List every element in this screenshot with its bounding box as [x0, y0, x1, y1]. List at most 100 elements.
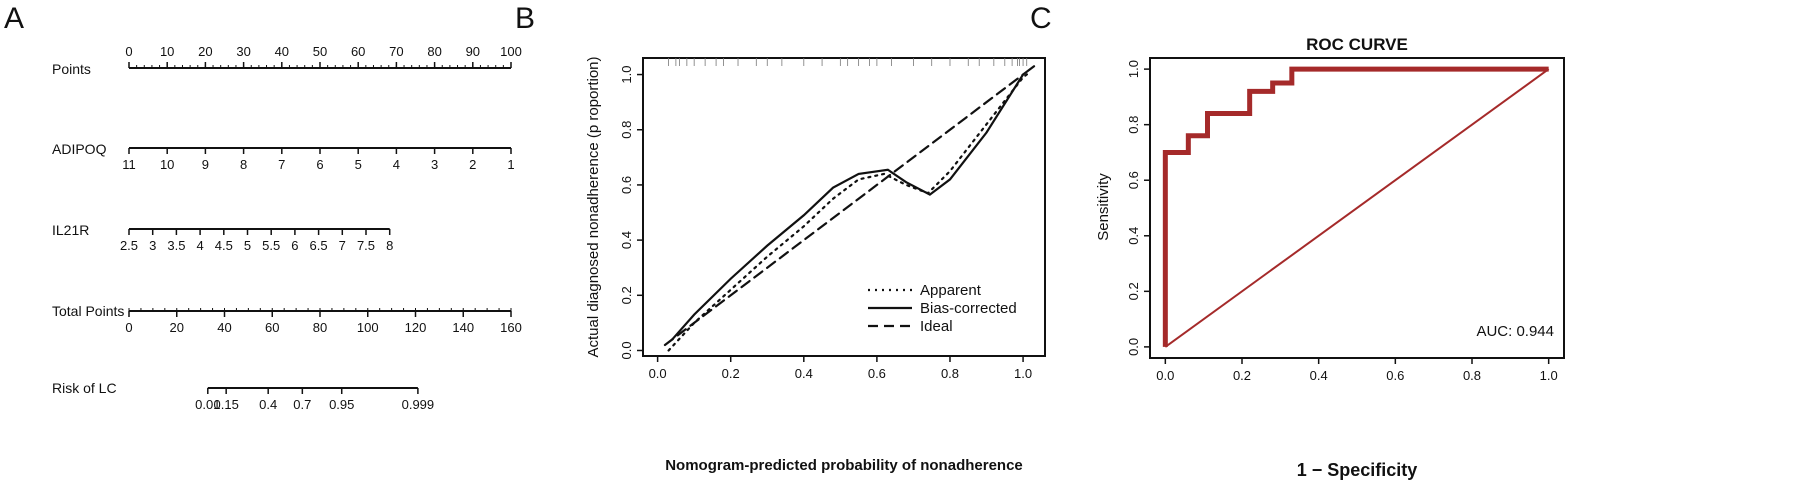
roc-y-tick-label: 0.8: [1126, 116, 1141, 134]
calibration-x-tick-label: 0.4: [795, 366, 813, 381]
nomogram-tick-label: 0: [125, 320, 132, 335]
roc-plot: ROC CURVE 1 − Specificity Sensitivity AU…: [1095, 35, 1565, 480]
roc-x-tick-label: 0.0: [1156, 368, 1174, 383]
calibration-y-tick-label: 1.0: [619, 66, 634, 84]
calibration-y-tick-label: 0.4: [619, 231, 634, 249]
nomogram-row-label-points: Points: [52, 61, 91, 77]
nomogram-tick-label: 8: [386, 238, 393, 253]
nomogram-tick-label: 5.5: [262, 238, 280, 253]
roc-x-tick-label: 0.6: [1386, 368, 1404, 383]
nomogram-tick-label: 4: [393, 157, 400, 172]
nomogram-tick-label: 120: [405, 320, 427, 335]
nomogram-tick-label: 5: [244, 238, 251, 253]
roc-plot-frame: [1149, 57, 1565, 359]
calibration-x-tick-label: 1.0: [1014, 366, 1032, 381]
panel-label-b: B: [515, 2, 535, 35]
calibration-y-tick-label: 0.0: [619, 341, 634, 359]
nomogram-tick-label: 140: [452, 320, 474, 335]
nomogram-tick-label: 80: [313, 320, 327, 335]
roc-y-tick-label: 0.2: [1126, 282, 1141, 300]
nomogram-tick-label: 0.15: [214, 397, 239, 412]
panel-label-c: C: [1030, 2, 1052, 35]
nomogram-tick-label: 4.5: [215, 238, 233, 253]
nomogram-tick-label: 0.95: [329, 397, 354, 412]
nomogram-tick-label: 0.4: [259, 397, 277, 412]
nomogram-tick-label: 10: [160, 157, 174, 172]
calibration-x-axis-label: Nomogram-predicted probability of nonadh…: [665, 457, 1023, 474]
nomogram-tick-label: 7.5: [357, 238, 375, 253]
nomogram-tick-label: 40: [275, 44, 289, 59]
roc-reference-line: [1164, 68, 1550, 348]
nomogram-tick-label: 30: [236, 44, 250, 59]
calibration-x-tick-label: 0.2: [722, 366, 740, 381]
calibration-plot-frame: [642, 57, 1046, 357]
calibration-y-axis-label: Actual diagnosed nonadherence (p roporti…: [585, 56, 602, 357]
roc-x-tick-label: 0.4: [1310, 368, 1328, 383]
nomogram-tick-label: 1: [507, 157, 514, 172]
calibration-x-tick-label: 0.6: [868, 366, 886, 381]
calibration-x-tick-label: 0.8: [941, 366, 959, 381]
nomogram-tick-label: 90: [466, 44, 480, 59]
nomogram-tick-label: 0.999: [402, 397, 435, 412]
legend-label-ideal: Ideal: [920, 318, 953, 335]
nomogram-tick-label: 160: [500, 320, 522, 335]
nomogram-tick-label: 7: [339, 238, 346, 253]
legend-label-bias-corrected: Bias-corrected: [920, 300, 1017, 317]
calibration-series-bias-corrected: [671, 65, 1036, 341]
calibration-series-ideal: [663, 73, 1025, 347]
nomogram-row-label-il21r: IL21R: [52, 222, 89, 238]
roc-y-tick-label: 1.0: [1126, 60, 1141, 78]
nomogram-row-label-adipoq: ADIPOQ: [52, 141, 107, 157]
roc-x-tick-label: 0.8: [1463, 368, 1481, 383]
nomogram-tick-label: 10: [160, 44, 174, 59]
roc-title: ROC CURVE: [1306, 35, 1408, 54]
calibration-y-tick-label: 0.2: [619, 286, 634, 304]
nomogram-tick-label: 80: [427, 44, 441, 59]
nomogram-tick-label: 8: [240, 157, 247, 172]
roc-x-axis-label: 1 − Specificity: [1297, 460, 1418, 480]
nomogram-tick-label: 60: [351, 44, 365, 59]
calibration-x-tick-label: 0.0: [649, 366, 667, 381]
panel-label-a: A: [4, 2, 24, 35]
roc-y-tick-label: 0.4: [1126, 227, 1141, 245]
nomogram-tick-label: 2: [469, 157, 476, 172]
nomogram-tick-label: 20: [198, 44, 212, 59]
nomogram-tick-label: 3: [431, 157, 438, 172]
nomogram-tick-label: 6: [316, 157, 323, 172]
nomogram-tick-label: 6.5: [310, 238, 328, 253]
calibration-y-tick-label: 0.6: [619, 176, 634, 194]
nomogram-tick-label: 6: [291, 238, 298, 253]
nomogram-row-label-risk-of-lc: Risk of LC: [52, 380, 117, 396]
roc-y-tick-label: 0.6: [1126, 171, 1141, 189]
nomogram-tick-label: 2.5: [120, 238, 138, 253]
nomogram-tick-label: 100: [500, 44, 522, 59]
nomogram-tick-label: 3.5: [167, 238, 185, 253]
calibration-y-tick-label: 0.8: [619, 121, 634, 139]
nomogram-tick-label: 20: [170, 320, 184, 335]
nomogram-tick-label: 40: [217, 320, 231, 335]
legend-label-apparent: Apparent: [920, 282, 982, 299]
nomogram-row-label-total-points: Total Points: [52, 303, 124, 319]
nomogram-tick-label: 100: [357, 320, 379, 335]
nomogram-tick-label: 3: [149, 238, 156, 253]
nomogram-tick-label: 5: [355, 157, 362, 172]
roc-y-axis-label: Sensitivity: [1095, 173, 1112, 241]
nomogram-tick-label: 4: [196, 238, 203, 253]
nomogram-tick-label: 70: [389, 44, 403, 59]
nomogram-tick-label: 9: [202, 157, 209, 172]
nomogram-tick-label: 7: [278, 157, 285, 172]
roc-x-tick-label: 0.2: [1233, 368, 1251, 383]
calibration-plot: Nomogram-predicted probability of nonadh…: [585, 56, 1046, 474]
auc-annotation: AUC: 0.944: [1476, 323, 1554, 340]
roc-curve: [1162, 66, 1549, 347]
nomogram-tick-label: 0: [125, 44, 132, 59]
nomogram-tick-label: 50: [313, 44, 327, 59]
nomogram-tick-label: 11: [122, 157, 136, 172]
roc-x-tick-label: 1.0: [1540, 368, 1558, 383]
nomogram-tick-label: 0.01: [195, 397, 220, 412]
nomogram-tick-label: 0.7: [293, 397, 311, 412]
roc-y-tick-label: 0.0: [1126, 338, 1141, 356]
nomogram-tick-label: 60: [265, 320, 279, 335]
